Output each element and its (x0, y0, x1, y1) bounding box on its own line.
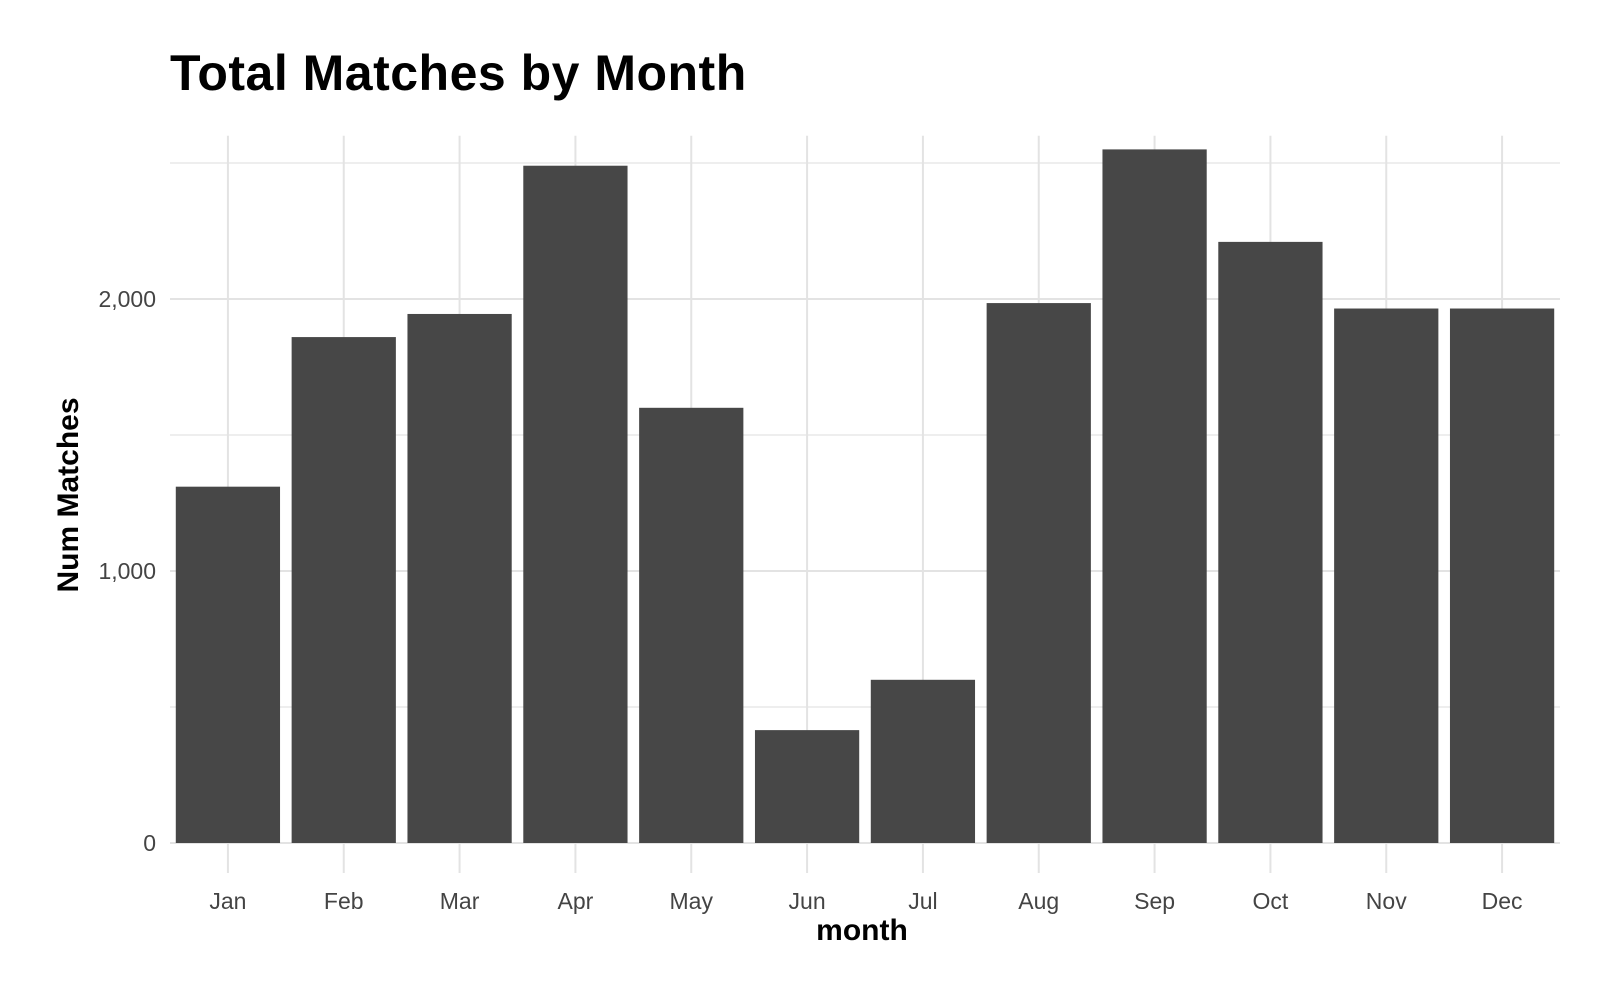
bar-apr (523, 165, 628, 844)
tick-labels: Jan Feb Mar Apr May Jun Jul Aug Sep Oct Nov Dec 0 1,0… (98, 286, 1522, 914)
bars (175, 149, 1555, 844)
bar-nov (1334, 308, 1439, 843)
x-tick-label: Jan (209, 888, 246, 914)
bar-sep (1102, 149, 1207, 843)
x-tick-label: Feb (324, 888, 364, 914)
x-tick-label: Oct (1253, 888, 1289, 914)
bar-dec (1449, 308, 1555, 843)
bar-jan (175, 486, 281, 843)
bar-oct (1218, 241, 1323, 843)
x-tick-label: Apr (558, 888, 594, 914)
x-tick-label: Jun (789, 888, 826, 914)
bar-may (639, 407, 744, 843)
x-tick-label: Dec (1482, 888, 1523, 914)
x-tick-label: Mar (440, 888, 480, 914)
y-tick-label: 1,000 (98, 558, 156, 584)
x-tick-label: May (670, 888, 714, 914)
chart-title: Total Matches by Month (170, 45, 747, 101)
bar-mar (407, 313, 512, 844)
bar-feb (291, 337, 396, 843)
bar-jun (754, 730, 860, 843)
bar-jul (870, 679, 976, 843)
bar-aug (986, 303, 1091, 844)
x-axis-label: month (816, 914, 908, 947)
x-tick-label: Nov (1366, 888, 1407, 914)
x-tick-label: Jul (908, 888, 937, 914)
y-tick-label: 0 (143, 830, 156, 856)
y-tick-label: 2,000 (98, 286, 156, 312)
x-tick-label: Sep (1134, 888, 1175, 914)
x-tick-label: Aug (1018, 888, 1059, 914)
